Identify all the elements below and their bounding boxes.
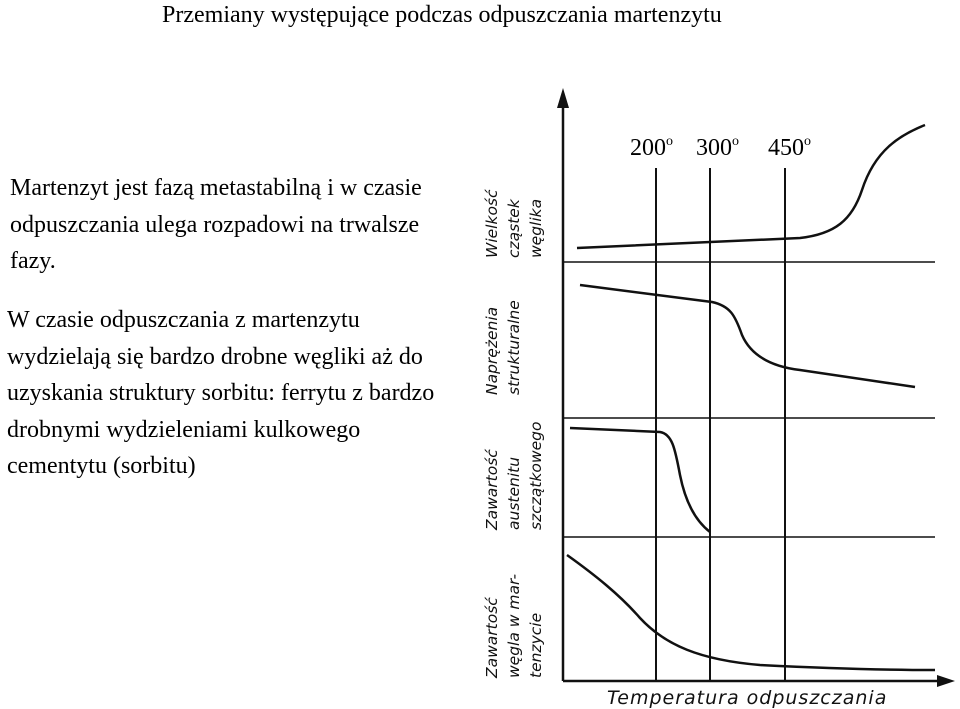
temp-label-200: 200o bbox=[630, 134, 673, 161]
curve-structural-stress bbox=[579, 283, 916, 389]
x-axis-arrow bbox=[937, 675, 955, 687]
temp-label-450: 450o bbox=[768, 134, 811, 161]
curve-carbon-in-martensite bbox=[566, 553, 936, 672]
curve-retained-austenite bbox=[569, 426, 711, 533]
curve-carbide-size bbox=[576, 123, 926, 250]
temp-label-300: 300o bbox=[696, 134, 739, 161]
slide-title: Przemiany występujące podczas odpuszczan… bbox=[162, 2, 722, 28]
panel-label-1: Wielkość cząstek węglika bbox=[483, 185, 545, 258]
y-axis-arrow bbox=[557, 88, 569, 108]
x-axis-label: Temperatura odpuszczania bbox=[607, 687, 887, 709]
intro-paragraph: Martenzyt jest fazą metastabilną i w cza… bbox=[10, 175, 422, 274]
panel-label-3: Zawartość austenitu szczątkowego bbox=[483, 422, 545, 531]
panel-label-2: Naprężenia strukturalne bbox=[483, 300, 523, 395]
panel-label-4: Zawartość węgla w mar- tenzycie bbox=[483, 569, 545, 679]
description-paragraph: W czasie odpuszczania z martenzytu wydzi… bbox=[7, 307, 435, 479]
